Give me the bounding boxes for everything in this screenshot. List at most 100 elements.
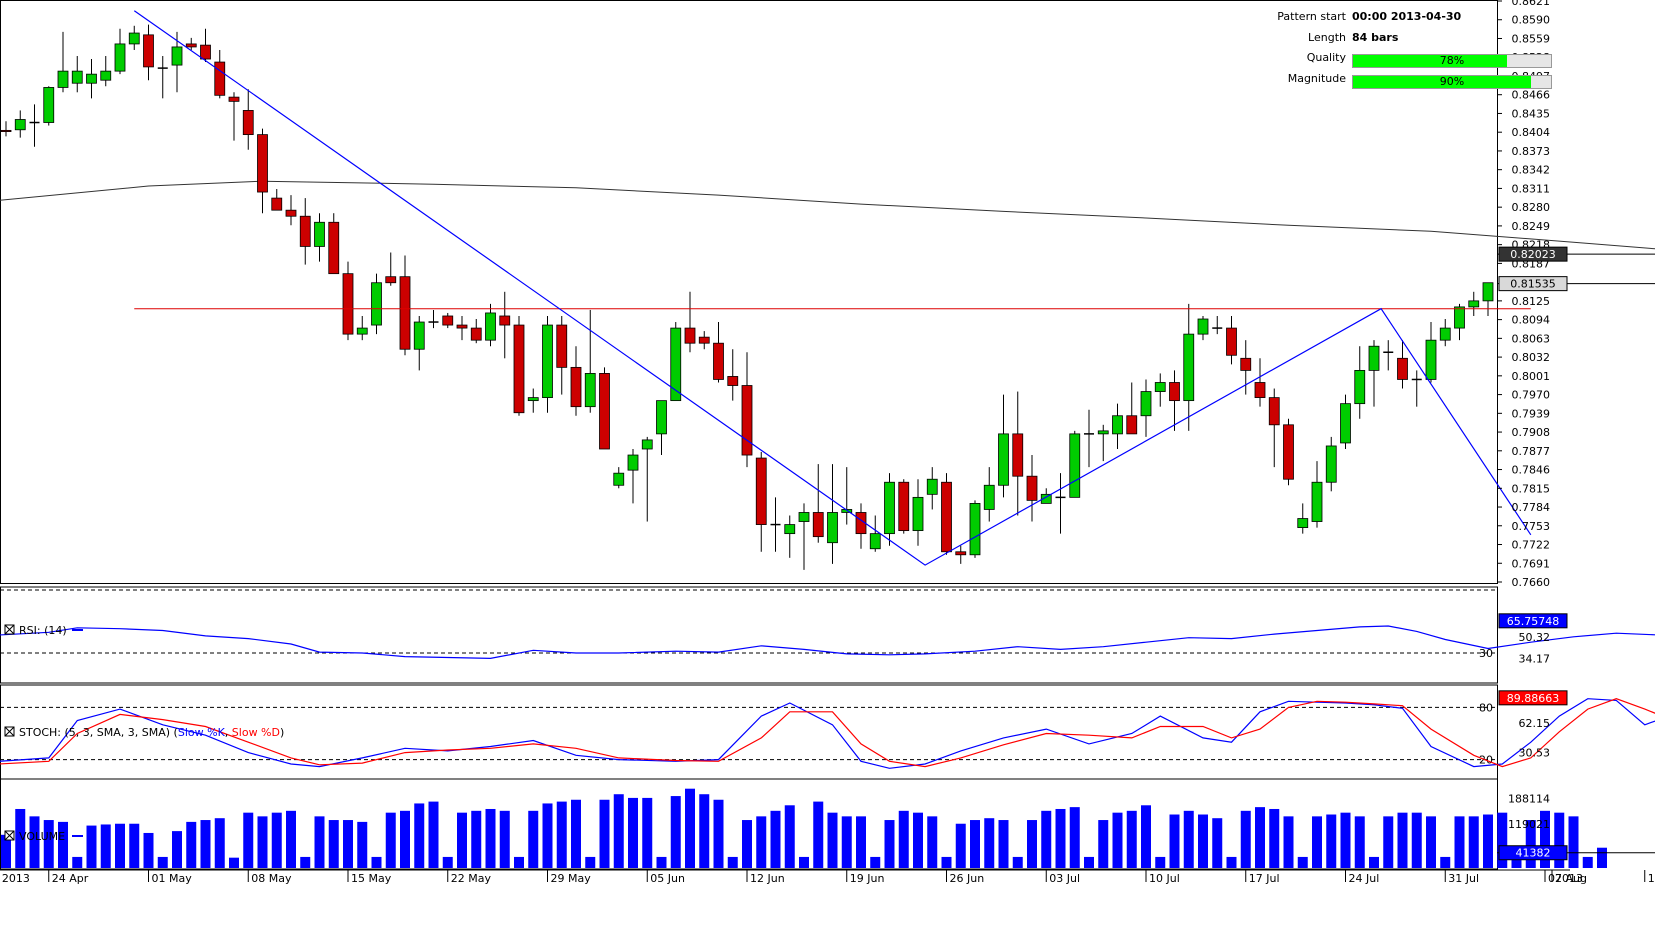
candle-body <box>713 342 724 380</box>
price-tick-label: 0.8063 <box>1512 332 1551 345</box>
candle-body <box>912 496 924 532</box>
volume-bar <box>1369 856 1379 868</box>
candle <box>599 367 610 450</box>
candle <box>542 315 553 413</box>
volume-bar <box>514 856 524 868</box>
price-tick-label: 0.8342 <box>1512 164 1551 177</box>
candle-body <box>1240 357 1252 371</box>
candle <box>328 213 340 275</box>
candlesticks <box>0 24 1494 570</box>
candle-body <box>356 327 368 335</box>
candle <box>955 545 967 564</box>
volume-bar <box>428 801 439 868</box>
volume-bar <box>314 816 325 868</box>
date-tick-label: 31 Jul <box>1448 872 1479 885</box>
candle-body <box>413 321 425 350</box>
volume-bar <box>685 788 695 868</box>
price-tick-label: 0.7815 <box>1512 482 1551 495</box>
date-tick-label: 10 Jul <box>1149 872 1180 885</box>
candle <box>656 400 667 456</box>
volume-bar <box>1397 812 1408 868</box>
volume-bar <box>827 812 838 868</box>
volume-bar <box>172 831 182 868</box>
candle <box>214 49 226 99</box>
stoch-current-label: 89.88663 <box>1507 692 1560 705</box>
candle <box>1454 303 1465 341</box>
volume-bar <box>1497 812 1508 868</box>
date-tick-label: 24 Jul <box>1349 872 1380 885</box>
price-tick-label: 0.7722 <box>1512 539 1551 552</box>
rsi-panel-frame <box>0 586 1498 684</box>
volume-bar <box>1483 814 1493 868</box>
volume-bar <box>72 856 83 868</box>
volume-bar <box>1297 856 1308 868</box>
volume-bar <box>43 820 54 868</box>
volume-bar <box>243 812 254 868</box>
candle <box>556 315 568 395</box>
volume-bar <box>143 832 154 868</box>
candle <box>1140 379 1152 437</box>
candle-body <box>171 46 183 66</box>
volume-bar <box>556 801 567 868</box>
candle <box>128 25 140 50</box>
candle <box>1226 315 1237 365</box>
volume-bar <box>371 856 382 868</box>
volume-bar <box>898 810 909 868</box>
volume-bar <box>1126 810 1137 868</box>
candle <box>143 24 154 81</box>
candle <box>1425 322 1437 383</box>
volume-bar <box>927 816 938 868</box>
candle <box>713 322 724 383</box>
volume-bar <box>1041 810 1052 868</box>
volume-bar <box>970 820 980 868</box>
candle-body <box>1340 403 1351 444</box>
price-tick-label: 0.7908 <box>1512 426 1551 439</box>
candle-body <box>128 32 140 45</box>
pattern-length-label: Length <box>1308 30 1346 44</box>
volume-bar <box>271 812 282 868</box>
date-tick-label: 2013 <box>1555 872 1583 885</box>
candle-body <box>100 70 112 81</box>
date-tick-label: 14 Aug <box>1648 872 1655 885</box>
volume-bar <box>29 816 40 868</box>
candle <box>228 92 240 141</box>
candle <box>428 309 439 329</box>
candle-body <box>1226 327 1237 356</box>
candle <box>812 464 824 543</box>
date-tick-label: 22 May <box>451 872 492 885</box>
volume-bar <box>599 799 610 868</box>
candle-body <box>342 273 354 335</box>
candle <box>570 346 582 416</box>
volume-bar <box>756 816 767 868</box>
pattern-zigzag <box>133 10 1532 566</box>
volume-bar <box>955 823 966 868</box>
volume-bar <box>984 818 995 868</box>
candle-body <box>1169 382 1180 402</box>
candle <box>299 198 311 265</box>
price-tick-label: 0.8373 <box>1512 145 1551 158</box>
candle-body <box>1040 493 1052 504</box>
candle-body <box>869 533 881 550</box>
candle <box>1197 315 1209 341</box>
date-tick-label: 19 Jun <box>850 872 885 885</box>
volume-bar <box>214 818 225 868</box>
stoch-tick-label: 30.53 <box>1519 747 1551 760</box>
volume-tick-label: 119021 <box>1508 818 1550 831</box>
candle-body <box>627 454 639 471</box>
candle-body <box>200 44 211 60</box>
volume-bar <box>200 820 211 868</box>
candle <box>57 31 69 93</box>
candle-body <box>613 472 625 486</box>
volume-bar <box>1084 856 1094 868</box>
candle <box>1439 319 1451 347</box>
price-tick-label: 0.8590 <box>1512 14 1551 27</box>
candle <box>670 322 682 402</box>
candle-body <box>969 503 981 556</box>
rsi-label: RSI: (14) <box>19 624 67 637</box>
volume-bar <box>813 801 824 868</box>
stoch-k-label: Slow %K <box>178 726 226 739</box>
candle-body <box>456 324 468 329</box>
price-tick-label: 0.8094 <box>1512 314 1551 327</box>
candle <box>257 128 268 214</box>
pattern-lines <box>133 10 1532 566</box>
